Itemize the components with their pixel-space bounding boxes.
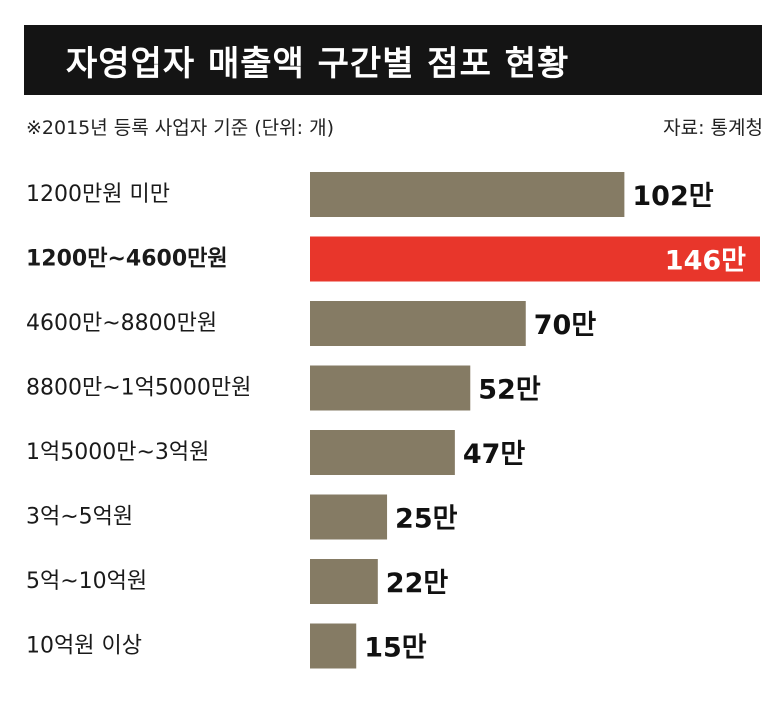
value-label: 70만 <box>534 310 597 341</box>
bar <box>310 559 378 604</box>
bar <box>310 623 357 669</box>
bar <box>310 494 388 540</box>
category-label: 1억5000만~3억원 <box>26 440 209 465</box>
chart-note: ※2015년 등록 사업자 기준 (단위: 개) <box>26 117 334 139</box>
bar <box>310 172 625 217</box>
value-label: 52만 <box>478 375 541 406</box>
bar <box>310 301 526 346</box>
value-label: 22만 <box>386 568 449 599</box>
bar <box>310 365 471 411</box>
chart-source: 자료: 통계청 <box>663 117 763 139</box>
category-label: 10억원 이상 <box>26 634 142 659</box>
value-label: 146만 <box>665 246 746 277</box>
value-label: 102만 <box>632 181 713 212</box>
bar-highlight <box>310 236 760 282</box>
category-label: 3억~5억원 <box>26 505 133 530</box>
category-label: 4600만~8800만원 <box>26 311 217 336</box>
chart-title: 자영업자 매출액 구간별 점포 현황 <box>66 43 570 84</box>
category-label: 5억~10억원 <box>26 569 147 594</box>
chart-title-bar: 자영업자 매출액 구간별 점포 현황 <box>24 25 762 95</box>
category-label: 1200만~4600만원 <box>26 247 228 272</box>
value-label: 47만 <box>463 439 526 470</box>
value-label: 15만 <box>364 633 427 664</box>
category-label: 8800만~1억5000만원 <box>26 376 251 401</box>
category-label: 1200만원 미만 <box>26 182 170 207</box>
bar <box>310 430 455 475</box>
value-label: 25만 <box>395 504 458 535</box>
